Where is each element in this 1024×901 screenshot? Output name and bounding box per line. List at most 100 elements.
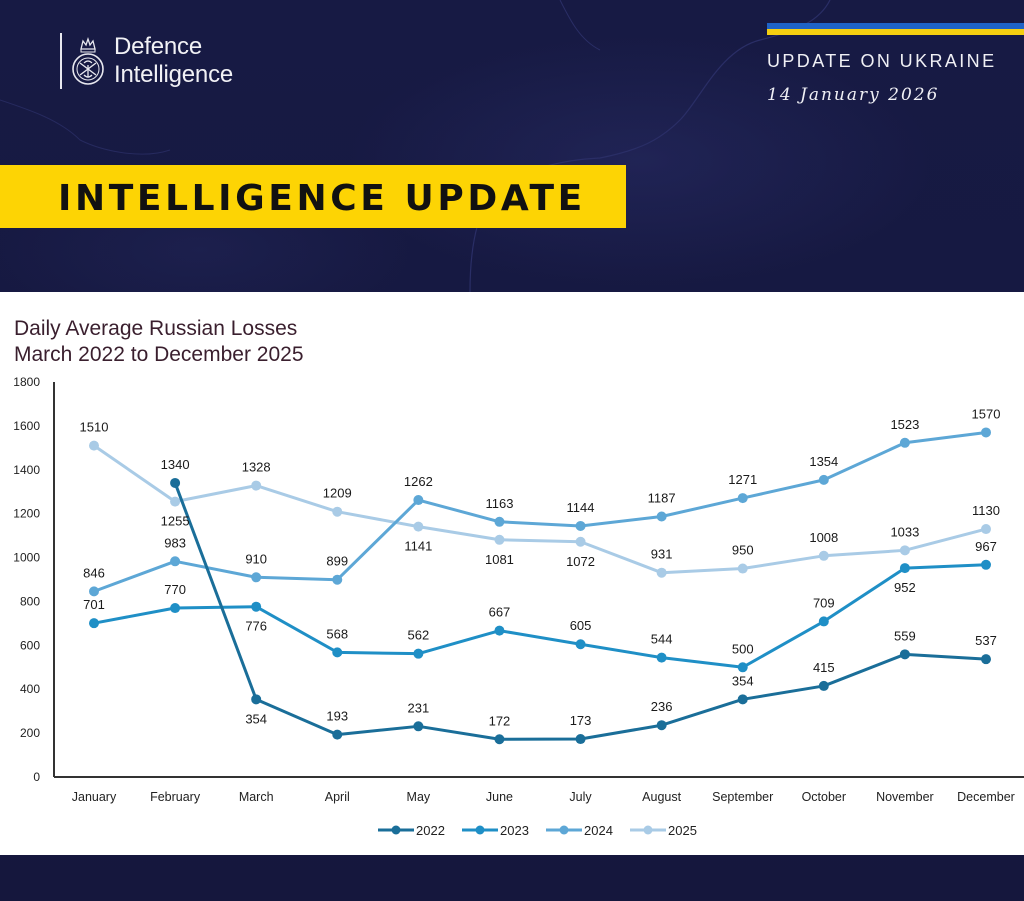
x-tick-label: May <box>407 790 431 804</box>
data-point-2022 <box>656 720 667 731</box>
data-label-2025: 1141 <box>404 539 432 554</box>
legend-swatch-marker <box>559 825 569 835</box>
data-label-2024: 1144 <box>567 500 595 515</box>
y-tick-label: 200 <box>20 726 40 740</box>
y-tick-label: 800 <box>20 594 40 608</box>
data-point-2022 <box>737 694 748 705</box>
data-point-2023 <box>89 618 99 629</box>
data-point-2022 <box>575 734 586 745</box>
x-tick-label: February <box>150 790 201 804</box>
data-point-2023 <box>575 639 586 650</box>
data-point-2025 <box>656 567 667 578</box>
data-point-2024 <box>899 437 910 448</box>
data-point-2024 <box>251 572 262 583</box>
data-label-2024: 1271 <box>728 472 757 487</box>
series-line-2025 <box>93 444 987 575</box>
data-point-2024 <box>494 516 505 527</box>
update-date: 14 January 2026 <box>767 85 940 105</box>
y-tick-label: 1200 <box>13 507 40 521</box>
y-tick-label: 1400 <box>13 463 40 477</box>
data-label-2023: 605 <box>570 618 592 633</box>
data-point-2024 <box>170 556 181 567</box>
data-label-2025: 1033 <box>890 524 919 539</box>
data-point-2025 <box>89 440 99 451</box>
data-point-2024 <box>332 574 343 585</box>
x-tick-label: June <box>486 790 513 804</box>
data-point-2023 <box>332 647 343 658</box>
y-tick-label: 1600 <box>13 419 40 433</box>
data-label-2023: 776 <box>245 619 267 634</box>
data-point-2024 <box>89 586 99 597</box>
data-label-2023: 667 <box>489 605 511 620</box>
data-point-2025 <box>737 563 748 574</box>
data-point-2024 <box>737 493 748 504</box>
flag-blue-band <box>767 23 1024 29</box>
x-tick-label: October <box>802 790 846 804</box>
data-label-2023: 709 <box>813 595 835 610</box>
data-point-2022 <box>899 649 910 660</box>
flag-yellow-band <box>767 29 1024 35</box>
data-label-2025: 931 <box>651 547 673 562</box>
y-tick-label: 600 <box>20 638 40 652</box>
data-point-2025 <box>899 545 910 556</box>
x-tick-label: September <box>712 790 773 804</box>
data-label-2024: 1187 <box>648 491 676 506</box>
data-label-2024: 1163 <box>485 496 513 511</box>
data-label-2023: 701 <box>83 597 105 612</box>
data-point-2025 <box>981 524 991 535</box>
data-point-2022 <box>413 721 424 732</box>
data-label-2023: 952 <box>894 580 916 595</box>
data-point-2024 <box>575 520 586 531</box>
x-tick-label: March <box>239 790 274 804</box>
data-label-2022: 559 <box>894 628 916 643</box>
line-chart: 0 200 400 600 800 1000 1200 1400 1600 1800 January… <box>13 375 1024 838</box>
legend-label-2023: 2023 <box>500 823 529 838</box>
chart-panel: Daily Average Russian Losses March 2022 … <box>0 292 1024 855</box>
data-label-2023: 544 <box>651 632 673 647</box>
x-tick-label: November <box>876 790 934 804</box>
y-tick-label: 1800 <box>13 375 40 389</box>
y-tick-label: 1000 <box>13 551 40 565</box>
data-label-2022: 537 <box>975 633 997 648</box>
data-point-2025 <box>575 536 586 547</box>
data-label-2022: 354 <box>245 711 267 726</box>
data-point-2025 <box>413 521 424 532</box>
data-label-2022: 231 <box>408 700 430 715</box>
data-label-2025: 1328 <box>242 460 271 475</box>
data-point-2022 <box>494 734 505 745</box>
data-label-2024: 1354 <box>809 454 838 469</box>
data-point-2023 <box>737 662 748 673</box>
data-label-2023: 568 <box>326 626 348 641</box>
chart-title-block: Daily Average Russian Losses March 2022 … <box>14 316 304 368</box>
data-label-2025: 1510 <box>80 420 109 435</box>
y-tick-label: 0 <box>33 770 40 784</box>
defence-intelligence-logo: Defence Intelligence <box>60 30 233 92</box>
data-point-2022 <box>170 477 181 488</box>
data-label-2024: 846 <box>83 565 105 580</box>
data-point-2024 <box>656 511 667 522</box>
x-tick-label: July <box>569 790 592 804</box>
x-tick-label: April <box>325 790 350 804</box>
data-label-2024: 1570 <box>972 406 1001 421</box>
data-label-2024: 1262 <box>404 474 433 489</box>
data-label-2025: 1008 <box>809 530 838 545</box>
banner-text: INTELLIGENCE UPDATE <box>58 178 586 219</box>
data-point-2022 <box>251 694 262 705</box>
legend-swatch-marker <box>475 825 485 835</box>
update-title: UPDATE ON UKRAINE <box>767 51 997 71</box>
data-label-2023: 967 <box>975 539 997 554</box>
data-label-2024: 899 <box>326 554 348 569</box>
data-label-2025: 1209 <box>323 486 352 501</box>
data-point-2025 <box>251 480 262 491</box>
data-label-2025: 1130 <box>972 503 1000 518</box>
data-point-2025 <box>818 550 829 561</box>
series-line-2023 <box>93 563 987 669</box>
data-point-2023 <box>251 601 262 612</box>
org-name-line1: Defence <box>114 33 202 60</box>
legend-swatch-marker <box>391 825 401 835</box>
data-label-2022: 354 <box>732 673 754 688</box>
logo-divider <box>60 33 62 89</box>
data-point-2025 <box>170 496 181 507</box>
x-tick-label: December <box>957 790 1015 804</box>
data-label-2023: 770 <box>164 582 186 597</box>
